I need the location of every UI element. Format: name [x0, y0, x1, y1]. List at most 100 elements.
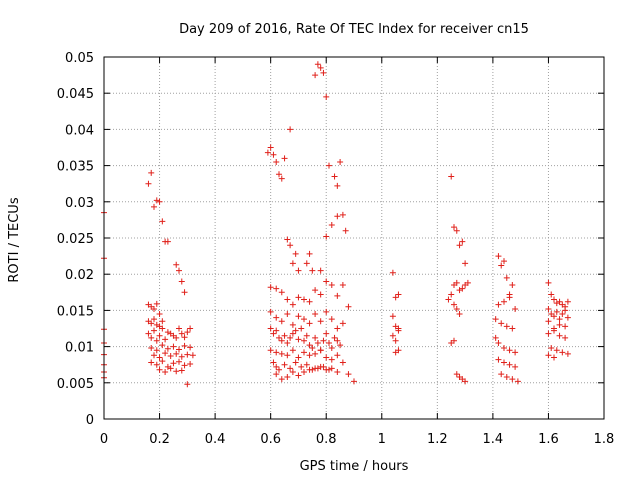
data-point [267, 144, 274, 151]
data-point [148, 359, 155, 366]
data-point [545, 330, 552, 337]
data-point [317, 267, 324, 274]
data-point [301, 349, 307, 356]
data-point [153, 300, 160, 307]
data-point [167, 365, 174, 372]
data-point [456, 287, 463, 294]
data-point [314, 61, 321, 68]
data-point [551, 354, 557, 361]
data-point [326, 162, 332, 169]
data-point [509, 325, 516, 332]
data-point [339, 211, 346, 218]
data-point [309, 345, 316, 352]
data-point [153, 337, 160, 344]
data-point [278, 175, 285, 182]
y-tick-label: 0.025 [57, 232, 94, 247]
data-point [273, 327, 280, 334]
data-point [267, 284, 274, 291]
data-point [176, 325, 182, 332]
data-point [492, 316, 499, 323]
data-point [173, 261, 180, 268]
data-point [448, 291, 455, 298]
y-tick-label: 0.015 [57, 304, 94, 319]
data-point [323, 366, 330, 373]
data-point [323, 233, 330, 240]
data-point [323, 330, 330, 337]
data-point [459, 285, 466, 292]
data-point [145, 330, 152, 337]
data-point [281, 332, 288, 339]
data-point [512, 349, 519, 356]
data-point [170, 343, 177, 350]
data-point [295, 267, 302, 274]
data-point [551, 296, 557, 303]
axis-ticks: 0 0.2 0.4 0.6 0.8 1 1.2 1.4 1.6 1.8 0 0.005 0.01 0.01… [57, 51, 615, 447]
data-point [556, 332, 563, 339]
data-point [273, 363, 280, 370]
data-point [345, 371, 352, 378]
data-point [334, 292, 341, 299]
data-point [545, 279, 552, 286]
data-point [334, 337, 341, 344]
data-point [284, 236, 291, 243]
data-point [323, 278, 330, 285]
y-tick-label: 0.01 [65, 341, 94, 356]
y-tick-label: 0.02 [65, 268, 94, 283]
data-point [456, 311, 463, 318]
data-point [153, 321, 160, 328]
data-point [281, 155, 288, 162]
data-point [453, 305, 460, 312]
data-point [287, 365, 294, 372]
data-point [178, 278, 185, 285]
data-point [548, 345, 555, 352]
data-point [292, 327, 299, 334]
data-point [292, 250, 299, 257]
data-point [156, 198, 163, 205]
data-point [281, 361, 288, 368]
data-point [273, 314, 280, 321]
data-point [295, 313, 302, 320]
data-point [392, 337, 399, 344]
data-point [164, 345, 171, 352]
data-point [178, 353, 185, 360]
data-point [151, 327, 157, 334]
data-point [167, 353, 174, 360]
data-point [278, 318, 285, 325]
data-point [170, 360, 177, 367]
data-point [314, 339, 321, 346]
data-point [284, 311, 291, 318]
data-point [151, 203, 157, 210]
data-point [306, 320, 313, 327]
data-point [395, 291, 402, 298]
data-point [156, 366, 163, 373]
data-point [451, 337, 457, 344]
data-point [389, 269, 396, 276]
data-point [492, 334, 499, 341]
data-point [306, 342, 313, 349]
data-point [164, 329, 171, 336]
data-point [562, 307, 569, 314]
data-point [187, 325, 194, 332]
y-tick-label: 0.04 [65, 123, 94, 138]
data-point [456, 242, 463, 249]
data-point [501, 258, 507, 265]
data-point [151, 316, 157, 323]
data-point [187, 360, 194, 367]
x-tick-label: 0.2 [149, 432, 170, 447]
data-point [506, 361, 513, 368]
data-point [334, 182, 341, 189]
data-point [320, 69, 327, 76]
data-point [503, 274, 510, 281]
data-point [301, 296, 307, 303]
data-point [498, 320, 505, 327]
data-point [389, 313, 396, 320]
x-tick-label: 0.8 [316, 432, 337, 447]
data-point [312, 365, 319, 372]
data-point [345, 303, 352, 310]
data-point [273, 349, 280, 356]
data-point [334, 325, 341, 332]
data-point [545, 305, 552, 312]
data-point [498, 262, 505, 269]
data-point [295, 336, 302, 343]
data-point [159, 325, 166, 332]
